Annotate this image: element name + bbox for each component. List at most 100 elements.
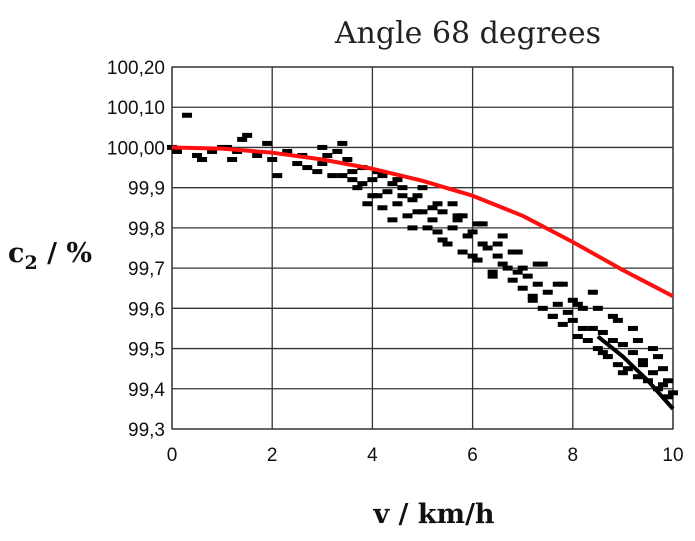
data-point [482, 245, 493, 251]
data-point [182, 112, 193, 118]
data-point [607, 313, 618, 319]
data-point [512, 269, 523, 275]
data-point [447, 225, 458, 231]
data-point [597, 329, 608, 335]
data-point [367, 193, 378, 199]
data-point [347, 169, 358, 175]
data-point [517, 285, 528, 291]
data-point [372, 193, 383, 199]
x-tick-label: 2 [267, 445, 278, 466]
data-point [552, 281, 563, 287]
data-point [592, 305, 603, 311]
y-tick-label: 99,6 [128, 299, 165, 320]
data-point [492, 241, 503, 247]
series-lines [171, 145, 675, 411]
data-point [412, 193, 423, 199]
data-point [537, 305, 548, 311]
y-axis-label: c2 / % [8, 238, 92, 274]
data-point [502, 265, 513, 271]
data-point [342, 157, 353, 163]
data-point [252, 152, 263, 158]
data-point [572, 333, 583, 339]
data-point [617, 370, 628, 376]
data-point [437, 237, 448, 243]
y-axis-label-subscript: 2 [24, 252, 37, 274]
data-point [377, 173, 388, 179]
data-point [562, 309, 573, 315]
data-point [392, 177, 403, 183]
x-tick-label: 6 [467, 445, 478, 466]
data-point [477, 241, 488, 247]
data-point [387, 181, 398, 187]
data-point [567, 317, 578, 323]
data-point [237, 136, 248, 142]
x-tick-label: 8 [568, 445, 579, 466]
data-point [572, 301, 583, 307]
x-tick-label: 4 [367, 445, 378, 466]
data-point [347, 177, 358, 183]
data-point [627, 350, 638, 356]
data-point [547, 313, 558, 319]
data-point [487, 269, 498, 275]
data-point [337, 140, 348, 146]
data-point [377, 205, 388, 211]
series-line [171, 145, 674, 299]
data-point [612, 317, 623, 323]
data-point [242, 132, 253, 138]
data-point [422, 225, 433, 231]
y-tick-label: 99,8 [128, 219, 165, 240]
data-point [587, 325, 598, 331]
data-point [397, 185, 408, 191]
data-point [457, 213, 468, 219]
data-point [647, 370, 658, 376]
data-point [322, 152, 333, 158]
data-point [477, 221, 488, 227]
data-point [267, 157, 278, 163]
data-point [487, 273, 498, 279]
data-point [497, 233, 508, 239]
data-point [657, 382, 668, 388]
data-point [432, 201, 443, 207]
data-point [668, 390, 678, 396]
data-point [227, 157, 238, 163]
data-point [632, 338, 643, 344]
y-tick-label: 99,5 [128, 340, 165, 361]
data-point [467, 253, 478, 259]
data-point [397, 193, 408, 199]
y-tick-labels: 100,20 100,10 100,00 99,9 99,8 99,7 99,6 99,5 99… [107, 58, 166, 441]
data-point [542, 289, 553, 295]
data-point [662, 378, 673, 384]
data-point [627, 325, 638, 331]
y-tick-label: 99,9 [128, 179, 165, 200]
data-point [452, 217, 463, 223]
data-point [207, 148, 218, 154]
data-point [437, 209, 448, 215]
data-point [462, 233, 473, 239]
data-point [557, 321, 568, 327]
data-point [532, 281, 543, 287]
y-tick-label: 100,10 [107, 98, 165, 119]
data-point [447, 201, 458, 207]
data-point [407, 197, 418, 203]
data-point [282, 148, 293, 154]
x-tick-label: 0 [167, 445, 178, 466]
data-point [472, 221, 483, 227]
data-point [617, 342, 628, 348]
data-point [507, 249, 518, 255]
data-point [272, 173, 283, 179]
data-point [497, 261, 508, 267]
data-point [192, 152, 203, 158]
chart-title: Angle 68 degrees [334, 16, 601, 51]
data-point [472, 257, 483, 263]
data-point [507, 277, 518, 283]
data-point [467, 229, 478, 235]
data-point [172, 148, 183, 154]
data-point [382, 189, 393, 195]
data-point [607, 338, 618, 344]
data-point [577, 305, 588, 311]
data-point [622, 366, 633, 372]
y-axis-label-main: c [8, 238, 24, 269]
data-point [417, 185, 428, 191]
data-point [492, 253, 503, 259]
